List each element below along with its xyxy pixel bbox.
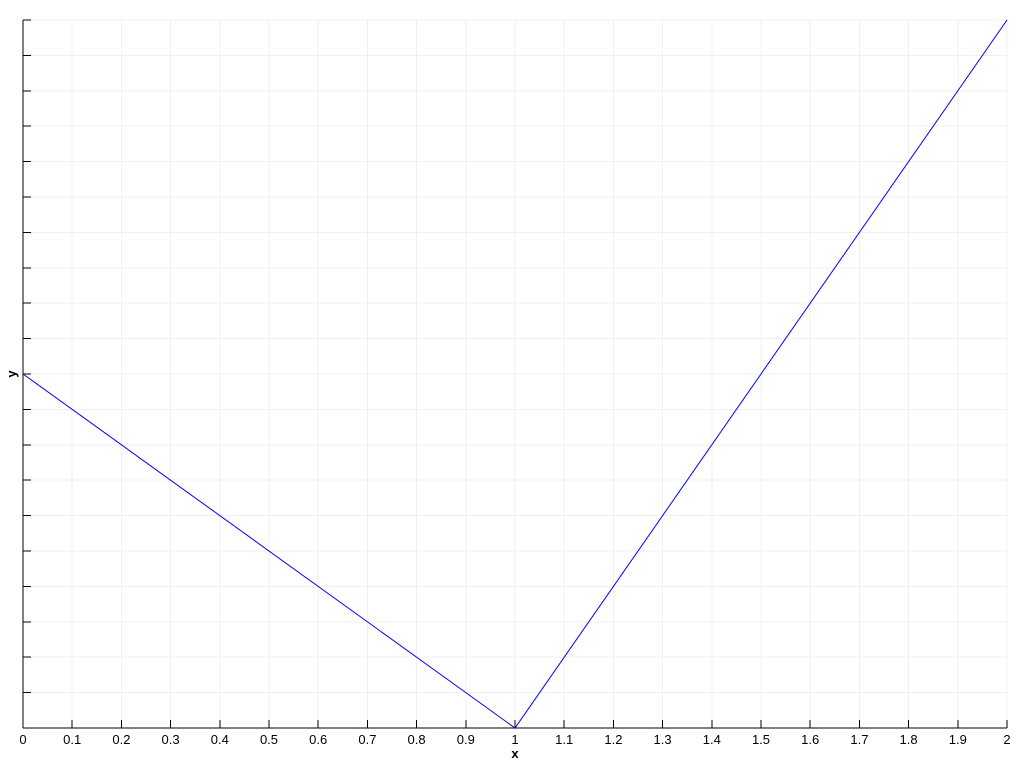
x-tick-label: 0.6 (309, 732, 327, 747)
x-tick-label: 1.1 (555, 732, 573, 747)
series-line (22, 19, 1008, 729)
x-tick-label: 1.5 (752, 732, 770, 747)
y-axis-label: y (4, 370, 19, 378)
x-tick-label: 0.3 (162, 732, 180, 747)
data-series (22, 19, 1008, 729)
grid-lines (22, 19, 1008, 729)
x-tick-label: 1.8 (900, 732, 918, 747)
x-tick-label: 0.2 (112, 732, 130, 747)
x-tick-labels: 0 0.1 0.2 0.3 0.4 0.5 0.6 0.7 0.8 0.9 1 1.1 1.2 1.3 1.… (19, 732, 1010, 747)
x-tick-label: 0.8 (408, 732, 426, 747)
tick-marks (22, 19, 1008, 729)
x-tick-label: 0.5 (260, 732, 278, 747)
x-tick-label: 2 (1003, 732, 1010, 747)
x-tick-label: 1.9 (949, 732, 967, 747)
x-tick-label: 0.9 (457, 732, 475, 747)
x-tick-label: 0.7 (358, 732, 376, 747)
x-tick-label: 1.7 (850, 732, 868, 747)
x-tick-label: 1.2 (604, 732, 622, 747)
x-tick-label: 0.4 (211, 732, 229, 747)
x-tick-label: 0.1 (63, 732, 81, 747)
x-tick-label: 1.3 (654, 732, 672, 747)
x-tick-label: 1.6 (801, 732, 819, 747)
x-tick-label: 1.4 (703, 732, 721, 747)
x-tick-label: 1 (511, 732, 518, 747)
x-tick-label: 0 (19, 732, 26, 747)
x-axis-label: x (511, 746, 519, 761)
